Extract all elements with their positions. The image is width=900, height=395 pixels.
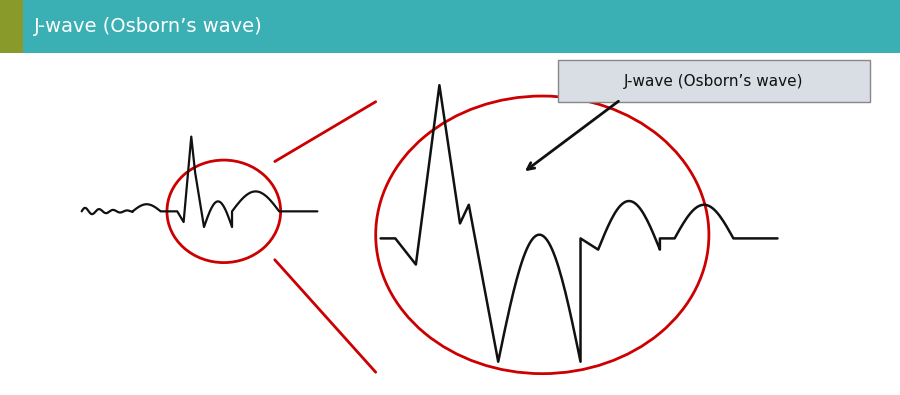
FancyBboxPatch shape <box>0 0 900 53</box>
Text: J-wave (Osborn’s wave): J-wave (Osborn’s wave) <box>34 17 263 36</box>
Text: J-wave (Osborn’s wave): J-wave (Osborn’s wave) <box>624 73 804 88</box>
FancyBboxPatch shape <box>0 0 23 53</box>
FancyBboxPatch shape <box>558 60 869 102</box>
